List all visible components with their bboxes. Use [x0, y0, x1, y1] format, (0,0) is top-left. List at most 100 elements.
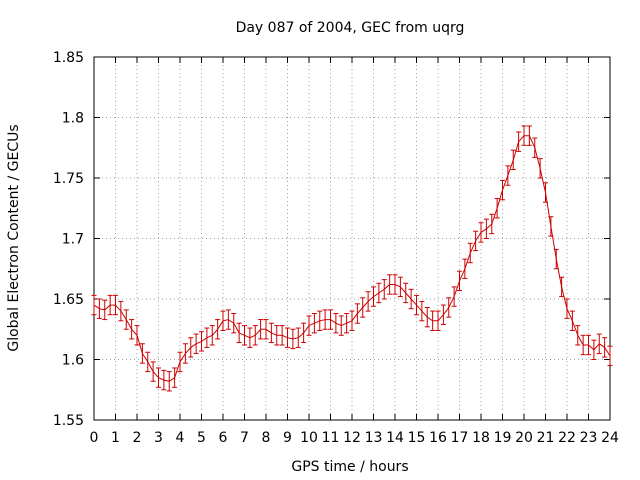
error-bar [564, 298, 570, 319]
x-tick-label: 4 [176, 430, 185, 446]
error-bar [252, 325, 258, 346]
x-axis-ticks: 0 1 2 3 4 5 6 7 8 9 10 11 12 13 14 15 16 17 18 19 20 21 22 23 24 [90, 57, 619, 446]
error-bar [172, 367, 178, 388]
y-axis-label: Global Electron Content / GECUs [6, 124, 22, 351]
error-bar [317, 310, 323, 331]
error-bar [96, 298, 102, 319]
error-bar [440, 304, 446, 325]
error-bar [526, 125, 532, 146]
x-tick-label: 24 [601, 430, 619, 446]
error-bar [607, 345, 613, 367]
series-layer [91, 125, 613, 392]
x-axis-label: GPS time / hours [291, 459, 408, 475]
grid-lines [93, 56, 611, 421]
y-tick-label: 1.75 [53, 171, 84, 187]
x-tick-label: 14 [386, 430, 404, 446]
error-bar [424, 306, 430, 328]
error-bar [381, 279, 387, 300]
error-bar [182, 343, 188, 364]
error-bar [371, 286, 376, 307]
x-tick-label: 8 [262, 430, 271, 446]
error-bar [548, 216, 554, 237]
error-bar [258, 319, 264, 340]
y-tick-label: 1.85 [53, 50, 84, 66]
error-bar [392, 274, 398, 295]
error-bar [274, 325, 280, 346]
x-tick-label: 19 [494, 430, 512, 446]
error-bar [344, 313, 350, 334]
x-tick-label: 22 [558, 430, 576, 446]
error-bar [139, 343, 145, 364]
error-bar [199, 331, 204, 352]
error-bar [129, 319, 135, 340]
error-bar [268, 322, 274, 344]
error-bar [102, 299, 108, 321]
error-bar [231, 313, 237, 334]
x-tick-label: 21 [537, 430, 555, 446]
error-bar [467, 242, 473, 264]
error-bar [225, 309, 231, 330]
error-bar [457, 270, 462, 292]
error-bar [403, 282, 409, 304]
error-bar [387, 274, 393, 295]
error-bar [349, 310, 355, 331]
x-tick-label: 10 [300, 430, 318, 446]
x-tick-label: 13 [365, 430, 383, 446]
x-tick-label: 15 [408, 430, 426, 446]
error-bar [435, 310, 441, 331]
error-bar [295, 327, 301, 348]
error-bar [209, 325, 215, 346]
error-bar [446, 297, 452, 318]
x-tick-label: 23 [580, 430, 598, 446]
x-tick-label: 11 [322, 430, 340, 446]
error-bar [150, 361, 156, 382]
error-bar [478, 222, 484, 243]
error-bar [376, 282, 382, 304]
error-bar [510, 149, 516, 171]
x-tick-label: 3 [154, 430, 163, 446]
x-tick-label: 9 [283, 430, 292, 446]
y-tick-label: 1.7 [62, 232, 84, 248]
error-bar [263, 319, 269, 340]
error-bar [553, 248, 559, 270]
error-bar [161, 369, 167, 391]
error-bar [118, 300, 124, 322]
error-bar [215, 319, 221, 340]
error-bar [521, 125, 527, 146]
error-bar [462, 258, 468, 279]
error-bar [580, 334, 586, 356]
error-bar [338, 315, 344, 336]
error-bar [156, 367, 161, 388]
error-bar [397, 276, 403, 298]
error-bar [279, 325, 285, 346]
series-line [93, 135, 611, 382]
error-bar [322, 309, 328, 330]
error-bar [500, 179, 505, 201]
error-bar [166, 371, 172, 392]
error-bar [430, 310, 436, 331]
x-tick-label: 20 [515, 430, 533, 446]
error-bar [559, 276, 565, 298]
x-tick-label: 0 [90, 430, 99, 446]
error-bar [602, 337, 608, 358]
error-bar [123, 309, 129, 330]
error-bar [505, 165, 511, 186]
x-tick-label: 18 [472, 430, 490, 446]
x-tick-label: 16 [429, 430, 447, 446]
error-bar [489, 213, 495, 235]
error-bar [591, 339, 597, 360]
error-bar [91, 294, 97, 316]
error-bar [543, 182, 548, 203]
y-tick-label: 1.6 [62, 353, 84, 369]
error-bar [107, 294, 113, 316]
error-bar [236, 322, 242, 344]
y-tick-label: 1.65 [53, 292, 84, 308]
error-bar [569, 310, 575, 331]
error-bar [532, 137, 538, 158]
error-bar [419, 300, 425, 322]
error-bar [290, 328, 296, 350]
error-bar [408, 288, 414, 310]
error-bar [145, 351, 151, 373]
error-bar [204, 327, 210, 348]
y-axis-ticks: 1.55 1.6 1.65 1.7 1.75 1.8 1.85 [53, 50, 610, 429]
